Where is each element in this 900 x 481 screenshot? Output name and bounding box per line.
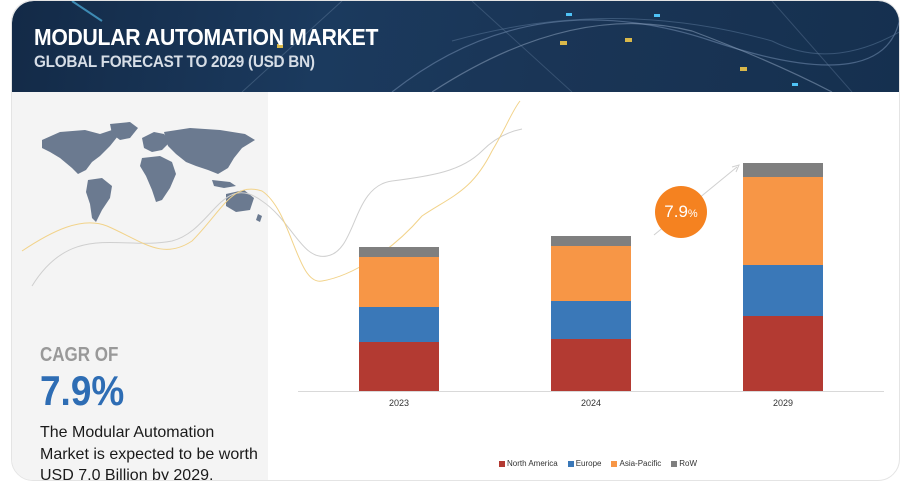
legend-label: Europe — [575, 459, 602, 468]
page-title: MODULAR AUTOMATION MARKET — [34, 24, 379, 50]
bar-2024 — [551, 236, 631, 391]
legend-item-europe: Europe — [567, 459, 602, 468]
segment-asia-pacific — [551, 246, 631, 301]
legend-item-asia-pacific: Asia-Pacific — [611, 459, 661, 468]
legend-swatch-icon — [671, 460, 678, 467]
segment-north-america — [551, 339, 631, 391]
legend-swatch-icon — [611, 460, 618, 467]
x-tick-2029: 2029 — [772, 398, 794, 408]
world-map-icon — [42, 122, 262, 222]
segment-row — [551, 236, 631, 246]
x-tick-2023: 2023 — [388, 398, 410, 408]
segment-asia-pacific — [359, 257, 439, 307]
infographic-frame: MODULAR AUTOMATION MARKET GLOBAL FORECAS… — [11, 0, 900, 481]
legend-label: North America — [507, 459, 558, 468]
fiber-optic-background-icon — [71, 1, 899, 92]
legend-swatch-icon — [567, 460, 574, 467]
segment-europe — [743, 265, 823, 316]
x-axis-line — [298, 391, 884, 392]
header-banner: MODULAR AUTOMATION MARKET GLOBAL FORECAS… — [12, 1, 899, 92]
market-description: The Modular Automation Market is expecte… — [40, 424, 258, 481]
segment-asia-pacific — [743, 177, 823, 265]
segment-europe — [359, 307, 439, 342]
cagr-bubble-unit: % — [687, 208, 698, 220]
cagr-label: CAGR OF — [40, 344, 119, 366]
cagr-bubble-value: 7.9 — [664, 202, 688, 221]
legend-label: RoW — [679, 459, 698, 468]
cagr-bubble: 7.9% — [655, 186, 707, 238]
cagr-value: 7.9% — [40, 367, 125, 414]
segment-row — [359, 247, 439, 257]
legend-item-north-america: North America — [499, 459, 558, 468]
chart-legend: North America Europe Asia-Pacific RoW — [499, 459, 697, 468]
legend-item-row: RoW — [671, 459, 697, 468]
legend-swatch-icon — [499, 460, 505, 467]
legend-label: Asia-Pacific — [619, 459, 662, 468]
bar-2023 — [359, 247, 439, 391]
segment-row — [743, 163, 823, 177]
segment-north-america — [359, 342, 439, 391]
bar-2029 — [743, 163, 823, 391]
segment-north-america — [743, 316, 823, 391]
segment-europe — [551, 301, 631, 339]
page-subtitle: GLOBAL FORECAST TO 2029 (USD BN) — [34, 52, 315, 71]
x-tick-2024: 2024 — [580, 398, 602, 408]
